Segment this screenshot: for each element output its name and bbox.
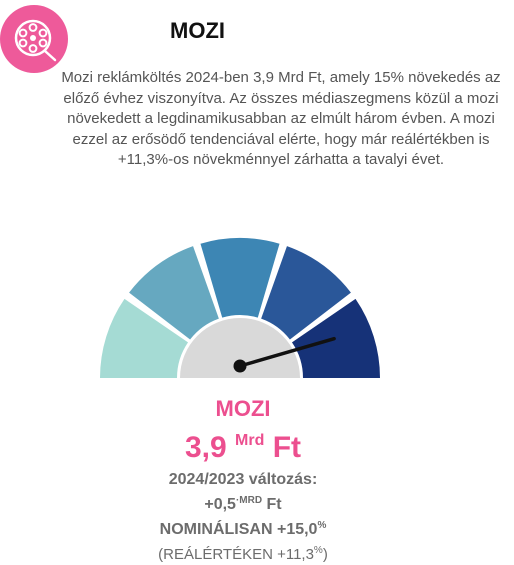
change-value-currency: Ft (266, 496, 282, 513)
speedometer-gauge (100, 238, 380, 378)
real-unit: % (313, 545, 323, 556)
gauge-segment-1 (100, 298, 189, 378)
film-reel-icon (0, 5, 68, 73)
nominal-text: NOMINÁLISAN +15,0 (159, 521, 318, 538)
real-change: (REÁLÉRTÉKEN +11,3%) (0, 541, 486, 565)
gauge-needle (238, 336, 336, 368)
gauge-pivot (233, 359, 247, 373)
change-unit-text: MRD (239, 495, 263, 506)
nominal-unit: % (317, 520, 327, 531)
film-reel-glyph (14, 19, 57, 62)
gauge-segment-3 (200, 238, 280, 318)
stat-panel: MOZI 3,9 Mrd Ft 2024/2023 változás: +0,5… (0, 394, 486, 565)
stat-title: MOZI (215, 396, 271, 421)
change-label: 2024/2023 változás: (168, 471, 318, 488)
stat-value-currency: Ft (272, 431, 302, 464)
page-title: MOZI (170, 18, 225, 43)
gauge-segments (100, 238, 380, 378)
stat-value-unit: Mrd (235, 432, 265, 449)
gauge-segment-4 (261, 246, 351, 340)
real-text: (REÁLÉRTÉKEN +11,3 (158, 546, 314, 563)
real-close: ) (322, 546, 328, 563)
nominal-change: NOMINÁLISAN +15,0% (0, 515, 486, 541)
intro-paragraph: Mozi reklámköltés 2024-ben 3,9 Mrd Ft, a… (61, 69, 501, 168)
stat-value-number: 3,9 (184, 431, 227, 464)
change-value-unit: ·MRD (235, 495, 263, 506)
gauge-segment-5 (291, 298, 380, 378)
gauge-hub (180, 318, 300, 378)
change-value-number: +0,5 (204, 496, 236, 513)
change-value: +0,5·MRD Ft (0, 490, 486, 515)
gauge-segment-2 (129, 246, 219, 340)
stat-value: 3,9 Mrd Ft (0, 424, 486, 465)
